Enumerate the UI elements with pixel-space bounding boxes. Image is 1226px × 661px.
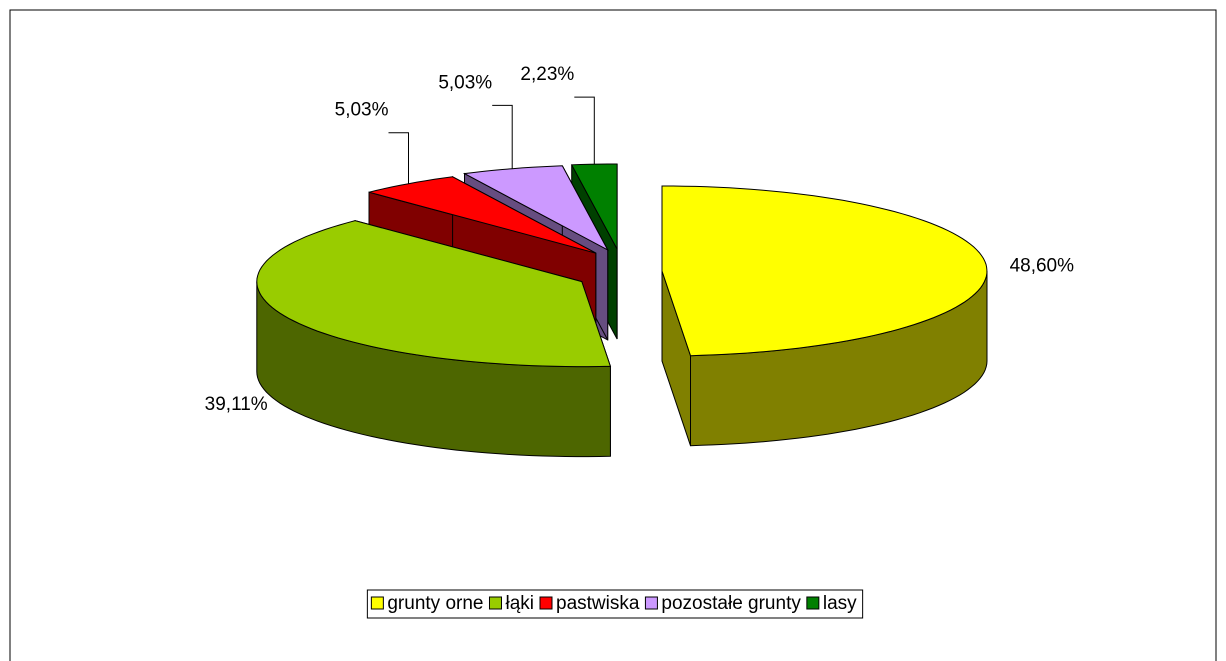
slice [256,220,612,458]
legend-swatch [644,596,658,610]
legend: grunty orne łąki pastwiska pozostałe grunty… [366,589,864,619]
data-label: 48,60% [1010,256,1075,277]
legend-swatch [488,596,502,610]
data-label: 5,03% [335,100,389,121]
legend-label: pozostałe grunty [661,593,801,614]
leader-line [492,104,513,169]
pie [256,163,988,458]
legend-label: lasy [823,593,857,614]
legend-box [366,589,864,619]
labels: 48,60% 39,11% 5,03% 5,03% 2,23% [205,64,1074,415]
legend-label: pastwiska [556,593,640,614]
legend-swatch [539,596,553,610]
legend-label: łąki [505,593,534,614]
data-label: 5,03% [438,72,492,93]
leader-line [574,96,595,165]
leader-line [388,132,409,184]
data-label: 39,11% [205,394,268,415]
slice [661,185,988,447]
chart-border [9,9,1217,661]
slice-top [661,185,988,357]
legend-swatch [806,596,820,610]
data-label: 2,23% [520,64,574,85]
slice-top [256,220,612,368]
legend-label: grunty orne [387,593,483,614]
legend-swatch [370,596,384,610]
